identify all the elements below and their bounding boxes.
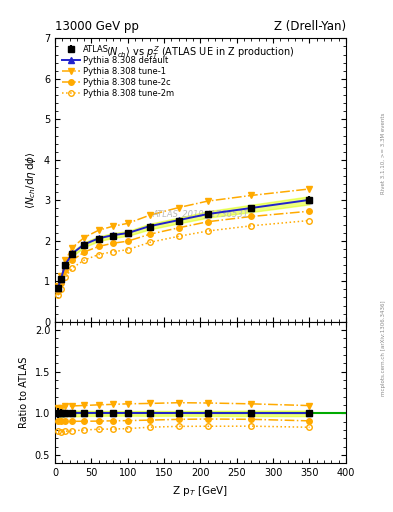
Line: Pythia 8.308 default: Pythia 8.308 default — [55, 197, 312, 291]
Pythia 8.308 tune-2c — [82, 249, 86, 255]
Pythia 8.308 tune-2c — [63, 267, 68, 273]
Text: Rivet 3.1.10, >= 3.3M events: Rivet 3.1.10, >= 3.3M events — [381, 113, 386, 194]
Pythia 8.308 tune-2c — [111, 240, 116, 246]
Pythia 8.308 default — [59, 276, 63, 282]
Legend: ATLAS, Pythia 8.308 default, Pythia 8.308 tune-1, Pythia 8.308 tune-2c, Pythia 8: ATLAS, Pythia 8.308 default, Pythia 8.30… — [59, 42, 177, 101]
Pythia 8.308 default — [55, 285, 60, 291]
Text: 13000 GeV pp: 13000 GeV pp — [55, 20, 139, 33]
Pythia 8.308 default — [176, 217, 181, 223]
Pythia 8.308 tune-2c — [70, 257, 75, 263]
Pythia 8.308 tune-2c — [59, 280, 63, 286]
Pythia 8.308 tune-1 — [96, 227, 101, 233]
Text: $\langle N_{ch}\rangle$ vs $p_T^Z$ (ATLAS UE in Z production): $\langle N_{ch}\rangle$ vs $p_T^Z$ (ATLA… — [106, 44, 295, 61]
Pythia 8.308 tune-1 — [307, 186, 312, 192]
Line: Pythia 8.308 tune-2m: Pythia 8.308 tune-2m — [55, 218, 312, 298]
Pythia 8.308 default — [147, 223, 152, 229]
Text: Z (Drell-Yan): Z (Drell-Yan) — [274, 20, 346, 33]
Pythia 8.308 tune-2m — [70, 265, 75, 271]
Pythia 8.308 tune-1 — [59, 273, 63, 280]
Pythia 8.308 default — [111, 232, 116, 238]
Pythia 8.308 tune-2c — [249, 214, 254, 220]
Pythia 8.308 tune-1 — [82, 234, 86, 241]
Pythia 8.308 default — [206, 211, 210, 217]
Pythia 8.308 tune-1 — [125, 220, 130, 226]
Pythia 8.308 tune-2m — [82, 257, 86, 263]
Pythia 8.308 tune-2c — [307, 208, 312, 215]
Pythia 8.308 tune-2m — [96, 251, 101, 258]
Pythia 8.308 tune-2m — [307, 218, 312, 224]
Line: Pythia 8.308 tune-2c: Pythia 8.308 tune-2c — [55, 208, 312, 294]
Pythia 8.308 tune-1 — [70, 245, 75, 251]
Pythia 8.308 tune-2c — [125, 238, 130, 244]
Y-axis label: Ratio to ATLAS: Ratio to ATLAS — [19, 357, 29, 428]
Pythia 8.308 default — [63, 262, 68, 268]
Pythia 8.308 default — [96, 235, 101, 241]
Pythia 8.308 tune-1 — [249, 193, 254, 199]
Pythia 8.308 tune-2c — [206, 219, 210, 225]
Pythia 8.308 tune-2c — [96, 243, 101, 249]
Pythia 8.308 tune-2m — [147, 239, 152, 245]
Pythia 8.308 default — [307, 197, 312, 203]
Pythia 8.308 tune-1 — [55, 283, 60, 289]
Pythia 8.308 tune-2m — [55, 292, 60, 298]
Pythia 8.308 tune-2m — [63, 274, 68, 280]
Line: Pythia 8.308 tune-1: Pythia 8.308 tune-1 — [55, 186, 312, 289]
Pythia 8.308 tune-2c — [55, 288, 60, 294]
Text: mcplots.cern.ch [arXiv:1306.3436]: mcplots.cern.ch [arXiv:1306.3436] — [381, 301, 386, 396]
Pythia 8.308 tune-2m — [176, 233, 181, 240]
Pythia 8.308 tune-2m — [125, 247, 130, 253]
Pythia 8.308 tune-1 — [206, 198, 210, 204]
Pythia 8.308 default — [82, 241, 86, 247]
Pythia 8.308 default — [125, 230, 130, 236]
Pythia 8.308 tune-2m — [249, 223, 254, 229]
Pythia 8.308 tune-2m — [206, 228, 210, 234]
X-axis label: Z p$_T$ [GeV]: Z p$_T$ [GeV] — [173, 484, 228, 498]
Text: ATLAS_2019_I1736531: ATLAS_2019_I1736531 — [152, 209, 248, 219]
Pythia 8.308 default — [249, 205, 254, 211]
Pythia 8.308 tune-1 — [176, 204, 181, 210]
Y-axis label: $\langle N_{ch}/\mathrm{d}\eta\,\mathrm{d}\phi\rangle$: $\langle N_{ch}/\mathrm{d}\eta\,\mathrm{… — [24, 151, 39, 209]
Pythia 8.308 tune-2m — [111, 249, 116, 255]
Pythia 8.308 tune-2c — [147, 231, 152, 238]
Pythia 8.308 tune-2c — [176, 225, 181, 231]
Pythia 8.308 default — [70, 250, 75, 257]
Pythia 8.308 tune-2m — [59, 286, 63, 292]
Pythia 8.308 tune-1 — [63, 257, 68, 263]
Pythia 8.308 tune-1 — [111, 223, 116, 229]
Pythia 8.308 tune-1 — [147, 212, 152, 218]
